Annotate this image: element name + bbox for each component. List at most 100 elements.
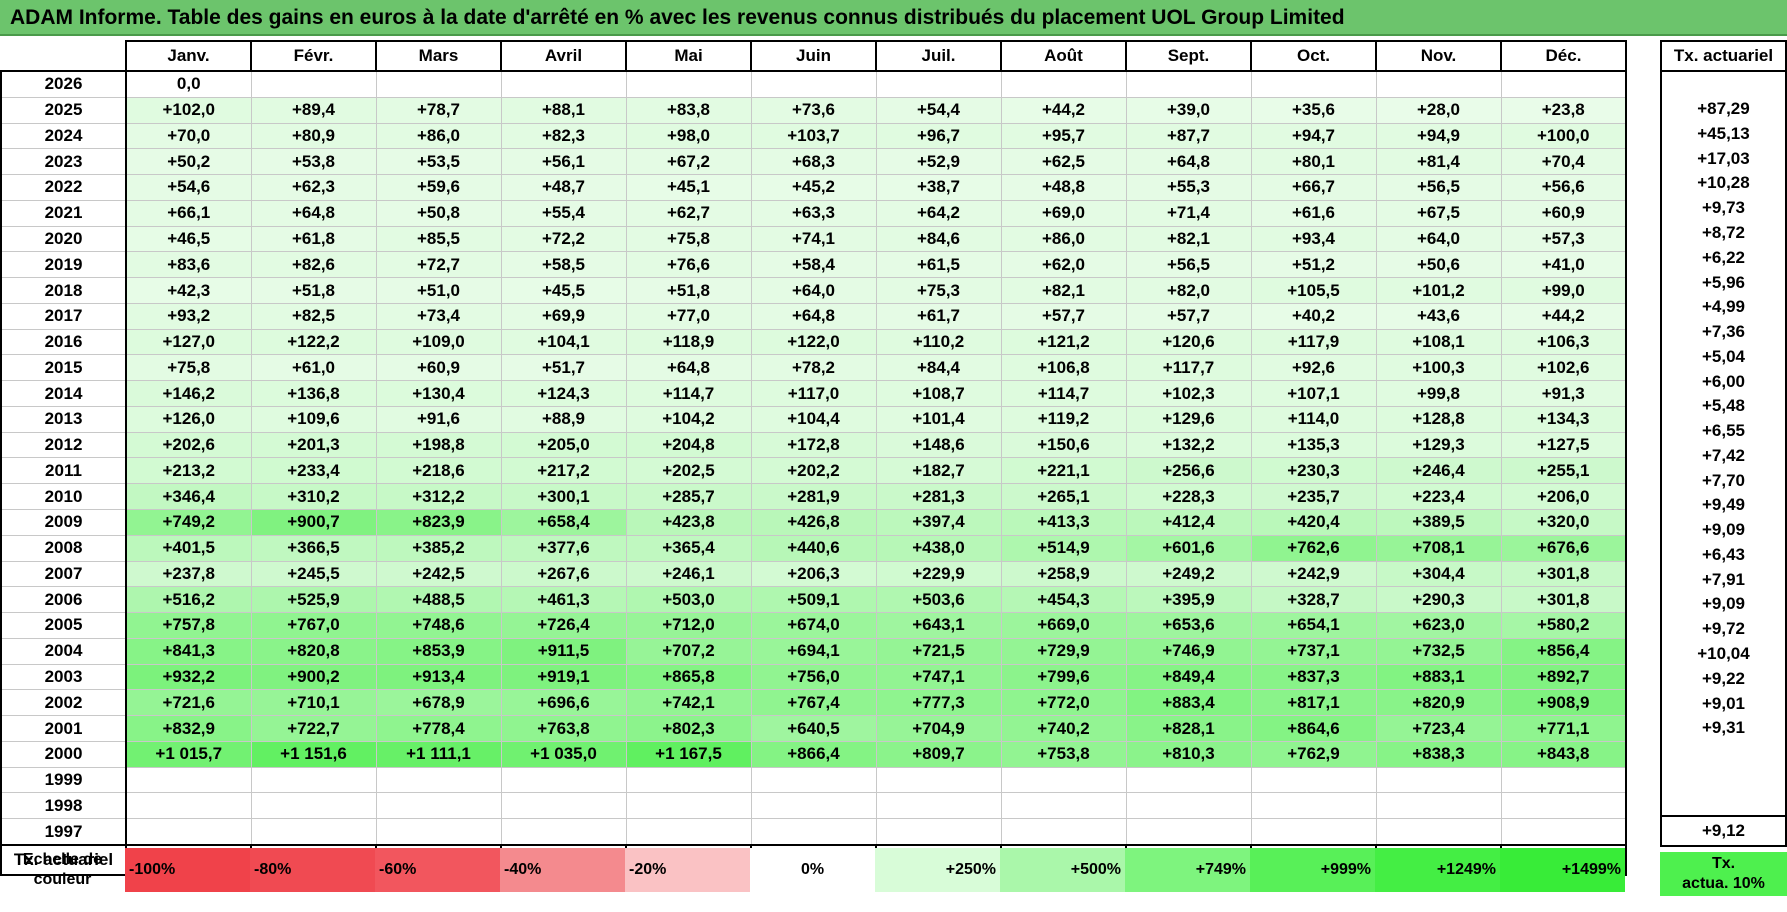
gain-cell: +93,2	[125, 302, 252, 330]
gain-cell: +1 167,5	[625, 740, 752, 768]
gain-cell: +80,9	[250, 122, 377, 150]
gain-cell: +640,5	[750, 715, 877, 742]
gain-cell: +130,4	[375, 380, 502, 407]
table-row: 2020 +46,5 +61,8 +85,5 +72,2 +75,8 +74,1 +84,6 +…	[0, 225, 1627, 253]
gain-cell: +75,8	[625, 225, 752, 253]
gain-cell: +172,8	[750, 431, 877, 459]
gain-cell: +50,2	[125, 148, 252, 176]
gain-cell: +865,8	[625, 663, 752, 691]
year-rate-cell: +87,29	[1660, 96, 1787, 122]
gain-cell: +69,9	[500, 302, 627, 330]
gain-cell: +777,3	[875, 689, 1002, 717]
gain-cell: +61,8	[250, 225, 377, 253]
gain-cell	[625, 70, 752, 98]
gain-cell: +80,1	[1250, 148, 1377, 176]
gain-cell: +82,1	[1000, 277, 1127, 304]
gain-cell: +108,1	[1375, 328, 1502, 356]
table-row: 2017 +93,2 +82,5 +73,4 +69,9 +77,0 +64,8 +61,7 +…	[0, 302, 1627, 330]
gain-cell: +148,6	[875, 431, 1002, 459]
gain-cell: +83,8	[625, 96, 752, 124]
gain-cell: +799,6	[1000, 663, 1127, 691]
table-row: 2009 +749,2 +900,7 +823,9 +658,4 +423,8 +426,8…	[0, 509, 1627, 536]
gain-cell: +122,2	[250, 328, 377, 356]
gain-cell: +246,4	[1375, 457, 1502, 485]
gain-cell	[1125, 766, 1252, 794]
gain-cell: +86,0	[1000, 225, 1127, 253]
gain-cell	[1000, 766, 1127, 794]
gain-cell	[125, 766, 252, 794]
gain-cell: +93,4	[1250, 225, 1377, 253]
gain-cell: +35,6	[1250, 96, 1377, 124]
table-row: 2000 +1 015,7 +1 151,6 +1 111,1 +1 035,0 +1 1…	[0, 740, 1627, 768]
year-cell: 2009	[0, 509, 127, 536]
gain-cell: +708,1	[1375, 534, 1502, 562]
year-rate-cell: +7,70	[1660, 468, 1787, 494]
table-row: 2019 +83,6 +82,6 +72,7 +58,5 +76,6 +58,4 +61,5 +…	[0, 251, 1627, 279]
year-rate-cell: +9,01	[1660, 691, 1787, 716]
gain-cell: +114,7	[1000, 380, 1127, 407]
gain-cell: +205,0	[500, 431, 627, 459]
gain-cell: +623,0	[1375, 612, 1502, 639]
gain-cell: +820,9	[1375, 689, 1502, 717]
gain-cell: +51,8	[250, 277, 377, 304]
gain-cell: +809,7	[875, 740, 1002, 768]
gain-cell: +129,3	[1375, 431, 1502, 459]
gain-cell: +747,1	[875, 663, 1002, 691]
gain-cell: +75,3	[875, 277, 1002, 304]
gain-cell: +377,6	[500, 534, 627, 562]
gain-cell: +237,8	[125, 560, 252, 588]
year-cell: 2008	[0, 534, 127, 562]
month-header: Janv.	[125, 40, 252, 72]
gain-cell	[1125, 70, 1252, 98]
gain-cell	[750, 792, 877, 820]
gain-cell: +72,2	[500, 225, 627, 253]
gain-cell: +746,9	[1125, 637, 1252, 665]
gain-cell: +654,1	[1250, 612, 1377, 639]
gain-cell: +73,4	[375, 302, 502, 330]
gain-cell: +61,0	[250, 354, 377, 382]
gain-cell: +503,6	[875, 586, 1002, 614]
gain-cell: +53,5	[375, 148, 502, 176]
gain-cell: +249,2	[1125, 560, 1252, 588]
color-scale: Echelle de couleur -100% -80% -60% -40% -20%…	[0, 848, 1625, 892]
gain-cell: +61,6	[1250, 199, 1377, 227]
gain-cell: +45,5	[500, 277, 627, 304]
gain-cell: +217,2	[500, 457, 627, 485]
gain-cell	[375, 70, 502, 98]
gain-cell: +729,9	[1000, 637, 1127, 665]
gain-cell: +51,7	[500, 354, 627, 382]
gain-cell	[125, 792, 252, 820]
gain-cell: +121,2	[1000, 328, 1127, 356]
gain-cell: +51,0	[375, 277, 502, 304]
target-line2: actua. 10%	[1682, 875, 1765, 892]
gain-cell: +423,8	[625, 509, 752, 536]
gain-cell: +50,6	[1375, 251, 1502, 279]
year-cell: 2020	[0, 225, 127, 253]
table-row: 2006 +516,2 +525,9 +488,5 +461,3 +503,0 +509,1…	[0, 586, 1627, 614]
gain-cell	[1125, 818, 1252, 846]
year-cell: 2007	[0, 560, 127, 588]
scale-step: -80%	[250, 848, 375, 892]
year-rate-cell: +10,04	[1660, 641, 1787, 667]
table-row: 2025 +102,0 +89,4 +78,7 +88,1 +83,8 +73,6 +54,4…	[0, 96, 1627, 124]
gain-cell: +1 151,6	[250, 740, 377, 768]
gains-table: Janv. Févr. Mars Avril Mai Juin Juil. Août Sept.…	[0, 40, 1627, 876]
gain-cell: +135,3	[1250, 431, 1377, 459]
year-cell: 2026	[0, 70, 127, 98]
gain-cell: +454,3	[1000, 586, 1127, 614]
gain-cell: +748,6	[375, 612, 502, 639]
gain-cell: +900,7	[250, 509, 377, 536]
gain-cell: +300,1	[500, 483, 627, 511]
gain-cell	[1125, 792, 1252, 820]
footer-label: Tx. actuariel	[0, 843, 127, 876]
gain-cell: +104,2	[625, 405, 752, 433]
gain-cell: +913,4	[375, 663, 502, 691]
gain-cell: +86,0	[375, 122, 502, 150]
year-cell: 2004	[0, 637, 127, 665]
month-header: Mai	[625, 40, 752, 72]
gain-cell: +120,6	[1125, 328, 1252, 356]
gain-cell: +732,5	[1375, 637, 1502, 665]
gain-cell: +100,0	[1500, 122, 1627, 150]
year-rate-cell: +5,04	[1660, 344, 1787, 370]
table-row: 1999	[0, 766, 1627, 794]
